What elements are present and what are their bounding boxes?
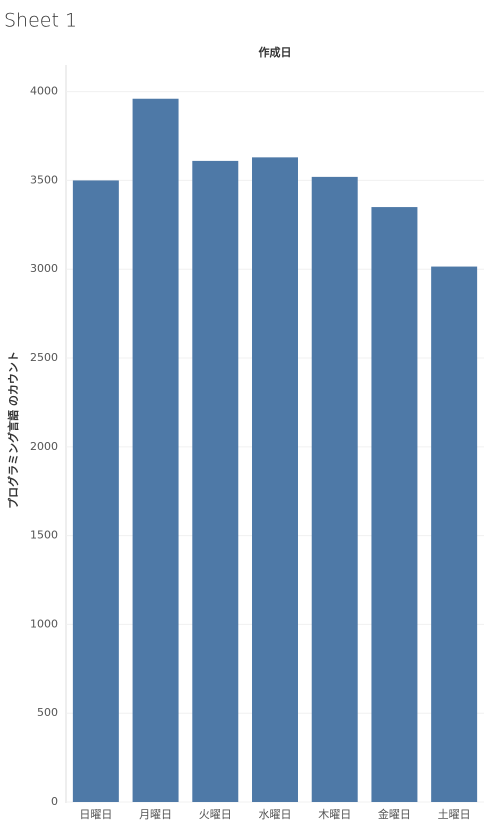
y-tick-label: 2500 — [30, 351, 58, 364]
bar — [132, 98, 179, 802]
x-tick-label: 金曜日 — [378, 807, 411, 821]
x-tick-label: 土曜日 — [438, 808, 471, 821]
x-tick-label: 月曜日 — [139, 808, 172, 821]
y-tick-label: 3000 — [30, 262, 58, 275]
chart-title: Sheet 1 — [4, 10, 77, 32]
y-tick-label: 500 — [37, 706, 58, 719]
y-axis-label: プログラミング言語 のカウント — [6, 351, 20, 509]
x-tick-label: 木曜日 — [318, 808, 351, 821]
y-tick-label: 4000 — [30, 85, 58, 98]
y-tick-label: 3500 — [30, 173, 58, 186]
bar — [72, 180, 119, 803]
x-axis-label: 作成日 — [259, 45, 292, 59]
y-tick-label: 1000 — [30, 617, 58, 630]
x-tick-label: 日曜日 — [79, 808, 112, 821]
bar — [311, 176, 358, 802]
y-tick-label: 0 — [51, 795, 58, 808]
bar — [431, 266, 478, 802]
y-tick-label: 1500 — [30, 529, 58, 542]
bar — [371, 207, 418, 803]
y-tick-label: 2000 — [30, 440, 58, 453]
x-tick-label: 水曜日 — [259, 808, 292, 821]
bar — [192, 160, 239, 802]
bar — [252, 157, 298, 802]
x-tick-label: 火曜日 — [199, 808, 232, 821]
